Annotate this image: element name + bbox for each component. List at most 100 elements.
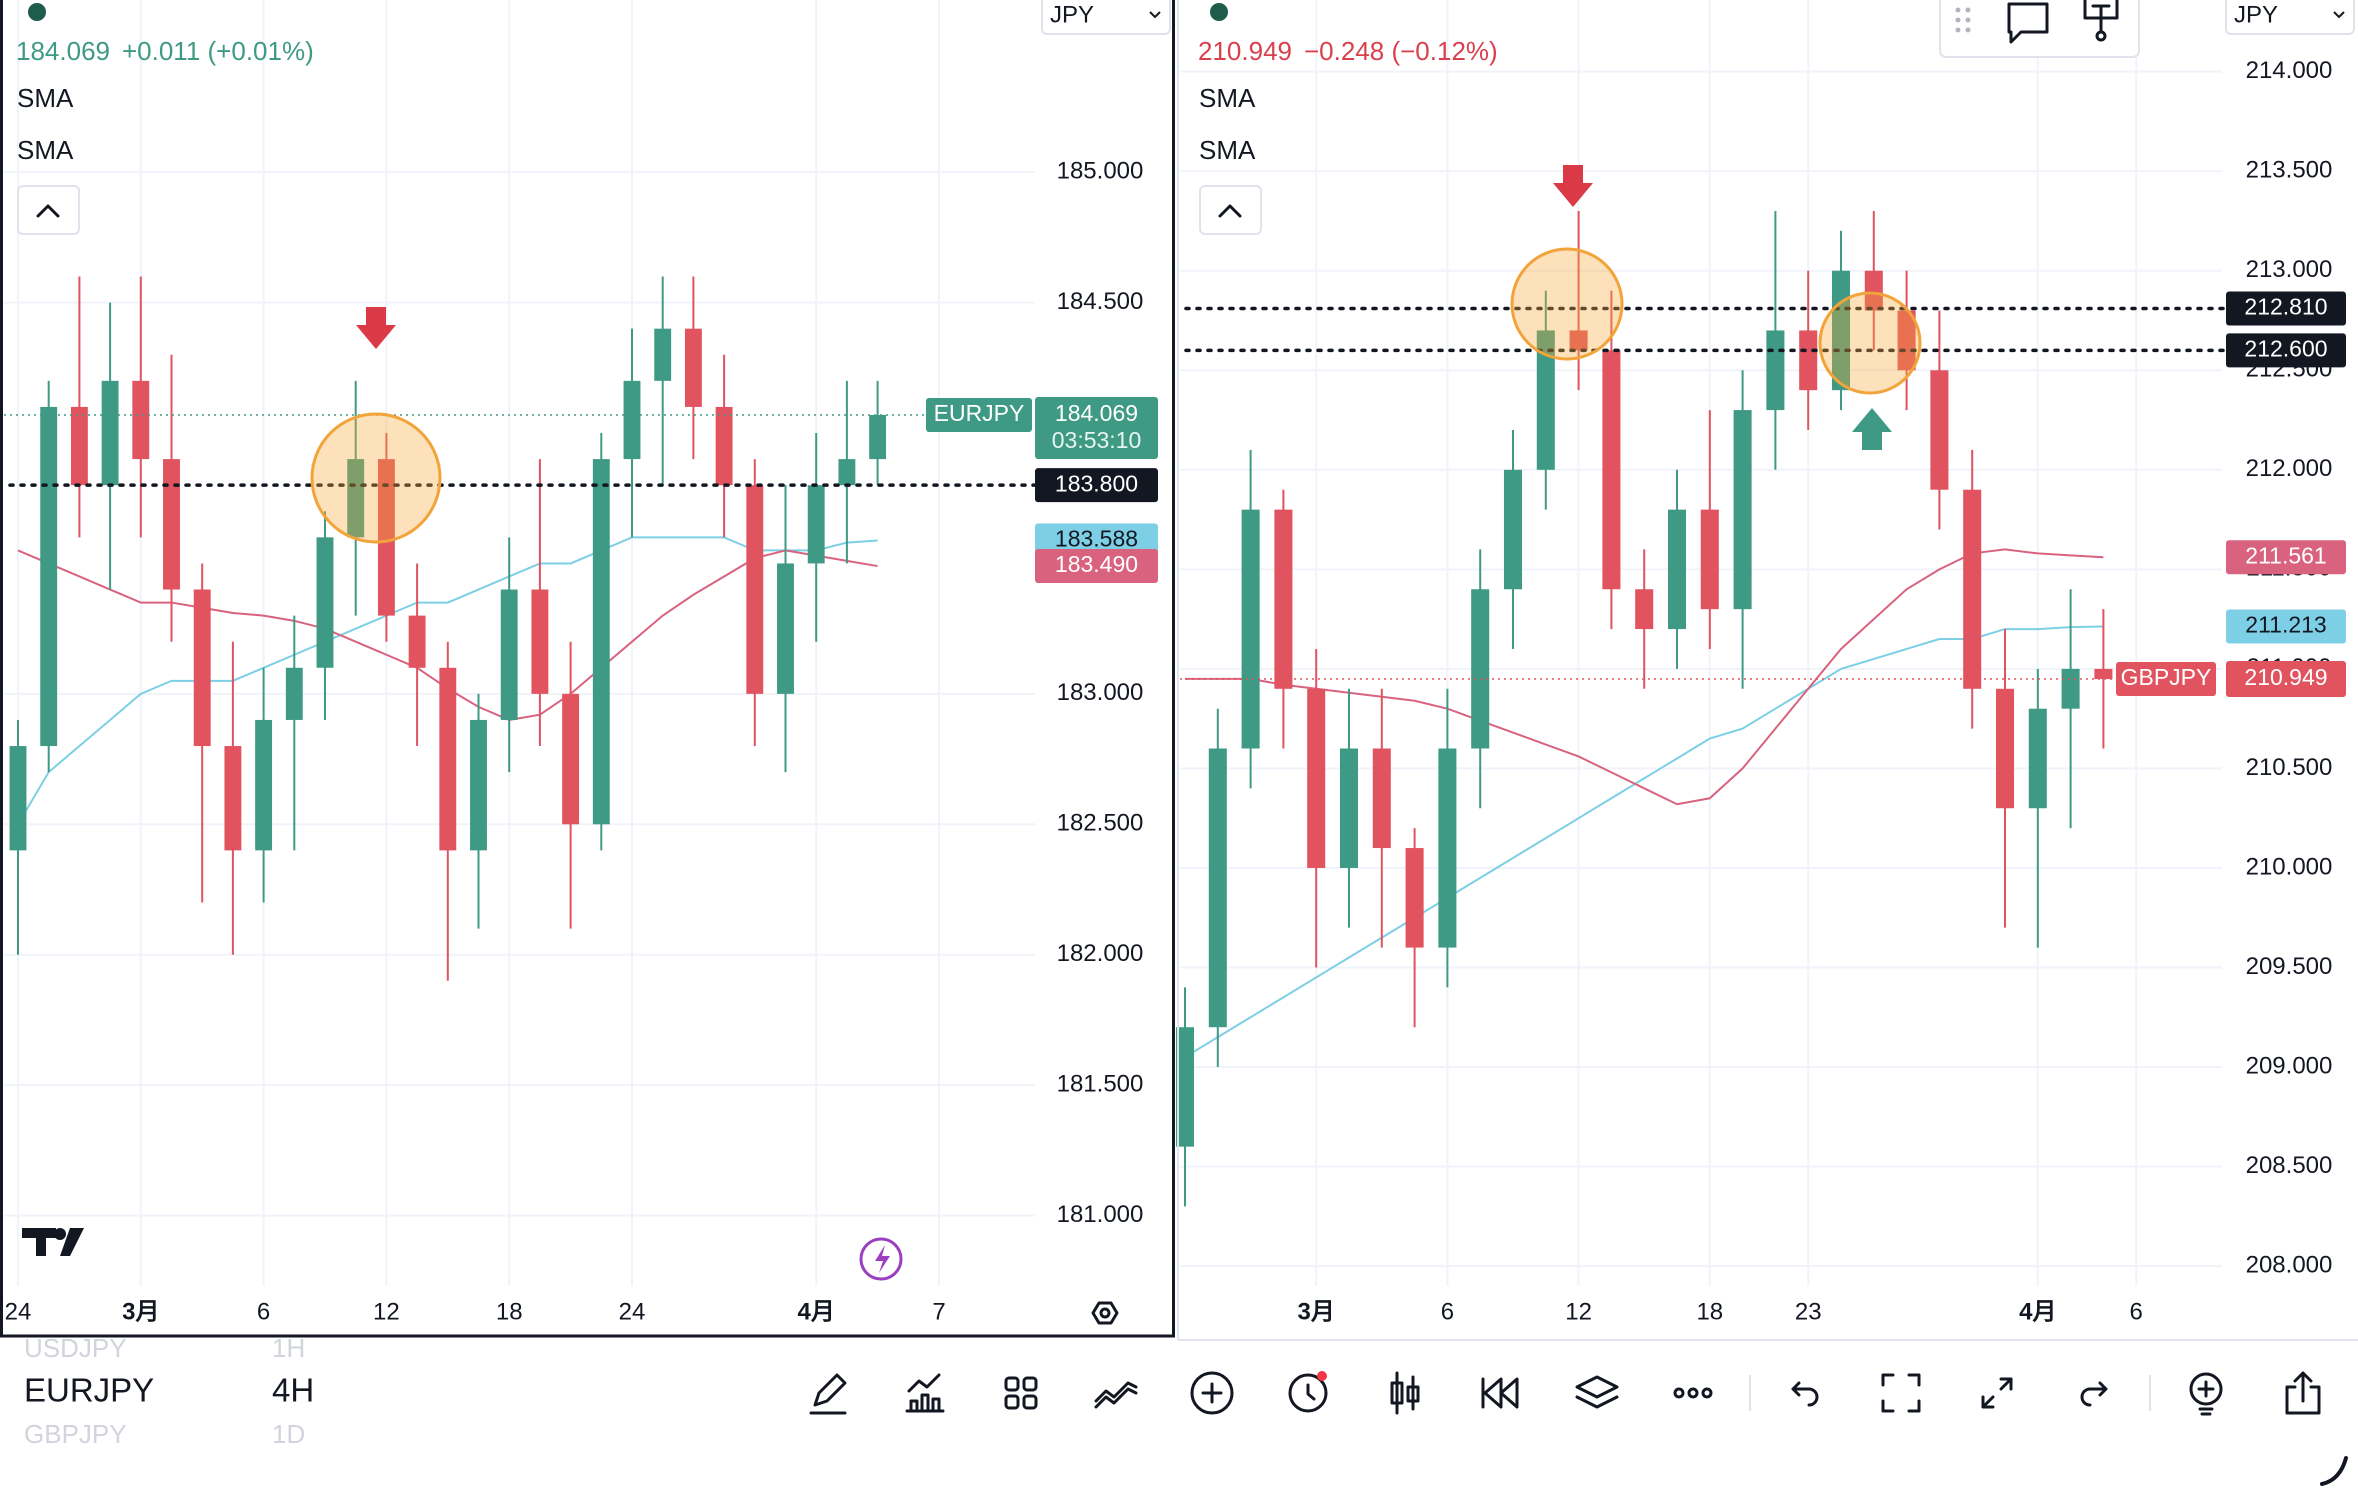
y-tick-label: 213.500: [2246, 157, 2333, 184]
sma-tag-label: 211.561: [2245, 542, 2326, 568]
candle-body: [654, 328, 672, 381]
hline-tag-label: 212.600: [2244, 335, 2327, 361]
y-tick-label: 183.000: [1057, 679, 1144, 706]
watchlist-interval[interactable]: 1D: [272, 1419, 305, 1449]
candle-body: [9, 746, 27, 851]
candle-body: [1274, 509, 1293, 689]
y-tick-label: 182.000: [1057, 940, 1144, 967]
candle-body: [470, 719, 487, 851]
indicators-tool[interactable]: [905, 1373, 945, 1413]
candle-body: [1930, 370, 1949, 490]
indicator-label: SMA: [1199, 83, 1256, 113]
currency-dropdown[interactable]: JPY: [1041, 0, 1171, 35]
y-tick-label: 185.000: [1057, 158, 1144, 185]
candle-body: [2094, 668, 2113, 680]
sma-tag: [2226, 540, 2346, 575]
watchlist-symbol[interactable]: EURJPY: [24, 1372, 154, 1409]
comment-icon[interactable]: [2007, 2, 2049, 44]
lightning-button[interactable]: [859, 1237, 903, 1281]
candle-body: [101, 380, 119, 486]
drawing-toolbar: [1939, 0, 2140, 58]
price-tag-label: 210.949: [2244, 664, 2327, 690]
y-tick-label: 210.000: [2246, 853, 2333, 880]
sma-tag: [1035, 549, 1158, 584]
y-tick-label: 209.000: [2246, 1052, 2333, 1079]
draw-tool[interactable]: [809, 1373, 847, 1415]
currency-dropdown[interactable]: JPY: [2225, 0, 2355, 35]
y-tick-label: 212.000: [2246, 455, 2333, 482]
x-tick-label: 4月: [2019, 1298, 2056, 1325]
candle-body: [1208, 748, 1227, 1028]
down-arrow: [356, 307, 396, 349]
y-tick-label: 208.000: [2246, 1251, 2333, 1278]
alert-tool[interactable]: [1288, 1371, 1328, 1413]
candle-body: [1766, 330, 1785, 411]
candle-body: [777, 563, 794, 694]
ideas-tool[interactable]: [2189, 1372, 2223, 1416]
candle-body: [1175, 1027, 1195, 1147]
layers-tool[interactable]: [1575, 1375, 1619, 1409]
candle-body: [684, 328, 702, 407]
candle-body: [623, 380, 641, 460]
plot-layer: [4, 211, 2228, 1207]
y-tick-label: 182.500: [1057, 810, 1144, 837]
indicator-label: SMA: [1199, 135, 1256, 165]
undo-tool[interactable]: [1791, 1381, 1819, 1407]
more-tool[interactable]: [1673, 1387, 1713, 1399]
candle-body: [869, 415, 887, 460]
share-tool[interactable]: [2285, 1371, 2321, 1415]
indicator-label: SMA: [17, 135, 74, 165]
highlight-circle: [310, 412, 442, 544]
layout-tool[interactable]: [1004, 1376, 1038, 1410]
watchlist-symbol[interactable]: GBPJPY: [24, 1419, 127, 1449]
collapse-button[interactable]: [1199, 185, 1262, 235]
candle-body: [1963, 489, 1982, 689]
x-tick-label: 18: [496, 1298, 523, 1325]
collapse-button[interactable]: [17, 185, 80, 235]
price-tag: [1035, 397, 1158, 460]
watchlist-symbol[interactable]: USDJPY: [24, 1333, 127, 1363]
countdown-label: 03:53:10: [1052, 427, 1142, 453]
add-tool[interactable]: [1190, 1371, 1234, 1415]
y-tick-label: 181.500: [1057, 1070, 1144, 1097]
fullscreen-tool[interactable]: [1981, 1377, 2013, 1409]
replay-tool[interactable]: [1481, 1377, 1519, 1409]
quote-price: 210.949: [1198, 36, 1292, 66]
home-indicator: [2320, 1456, 2348, 1486]
watchlist-interval[interactable]: 4H: [272, 1372, 314, 1409]
x-tick-label: 24: [5, 1298, 32, 1325]
hline-tag: [2226, 333, 2346, 368]
candle-body: [1635, 589, 1654, 630]
text-icon[interactable]: [2083, 0, 2119, 42]
y-tick-label: 209.500: [2246, 953, 2333, 980]
dropdown-box: [1041, 0, 1171, 35]
hline-tag-label: 183.800: [1055, 470, 1138, 496]
watchlist-interval[interactable]: 1H: [272, 1333, 305, 1363]
drawings: [310, 165, 1922, 544]
highlight-circle: [1818, 291, 1922, 395]
candle-body: [1569, 330, 1588, 351]
chart-type-tool[interactable]: [1390, 1371, 1420, 1415]
price-tag-label: 184.069: [1055, 400, 1138, 426]
candle-body: [1307, 688, 1326, 868]
screenshot-tool[interactable]: [1881, 1373, 1921, 1413]
quote-header: 184.069 +0.011 (+0.01%): [16, 36, 314, 66]
candle-body: [1799, 330, 1818, 391]
settings-button[interactable]: [1091, 1301, 1119, 1325]
candle-body: [1700, 509, 1719, 610]
watchlist: USDJPY 1H EURJPY 4H GBPJPY 1D: [24, 1333, 314, 1449]
candle-body: [2061, 668, 2080, 709]
candle-body: [1438, 748, 1457, 948]
candle-body: [592, 459, 610, 825]
status-dot: [28, 3, 46, 21]
candle-body: [1372, 748, 1391, 849]
x-tick-label: 18: [1696, 1298, 1723, 1325]
compare-tool[interactable]: [1094, 1381, 1138, 1409]
redo-tool[interactable]: [2080, 1381, 2108, 1407]
candle-body: [1667, 509, 1687, 630]
x-tick-label: 4月: [798, 1298, 835, 1325]
symbol-tag: [2116, 662, 2216, 697]
up-arrow: [1852, 408, 1892, 450]
